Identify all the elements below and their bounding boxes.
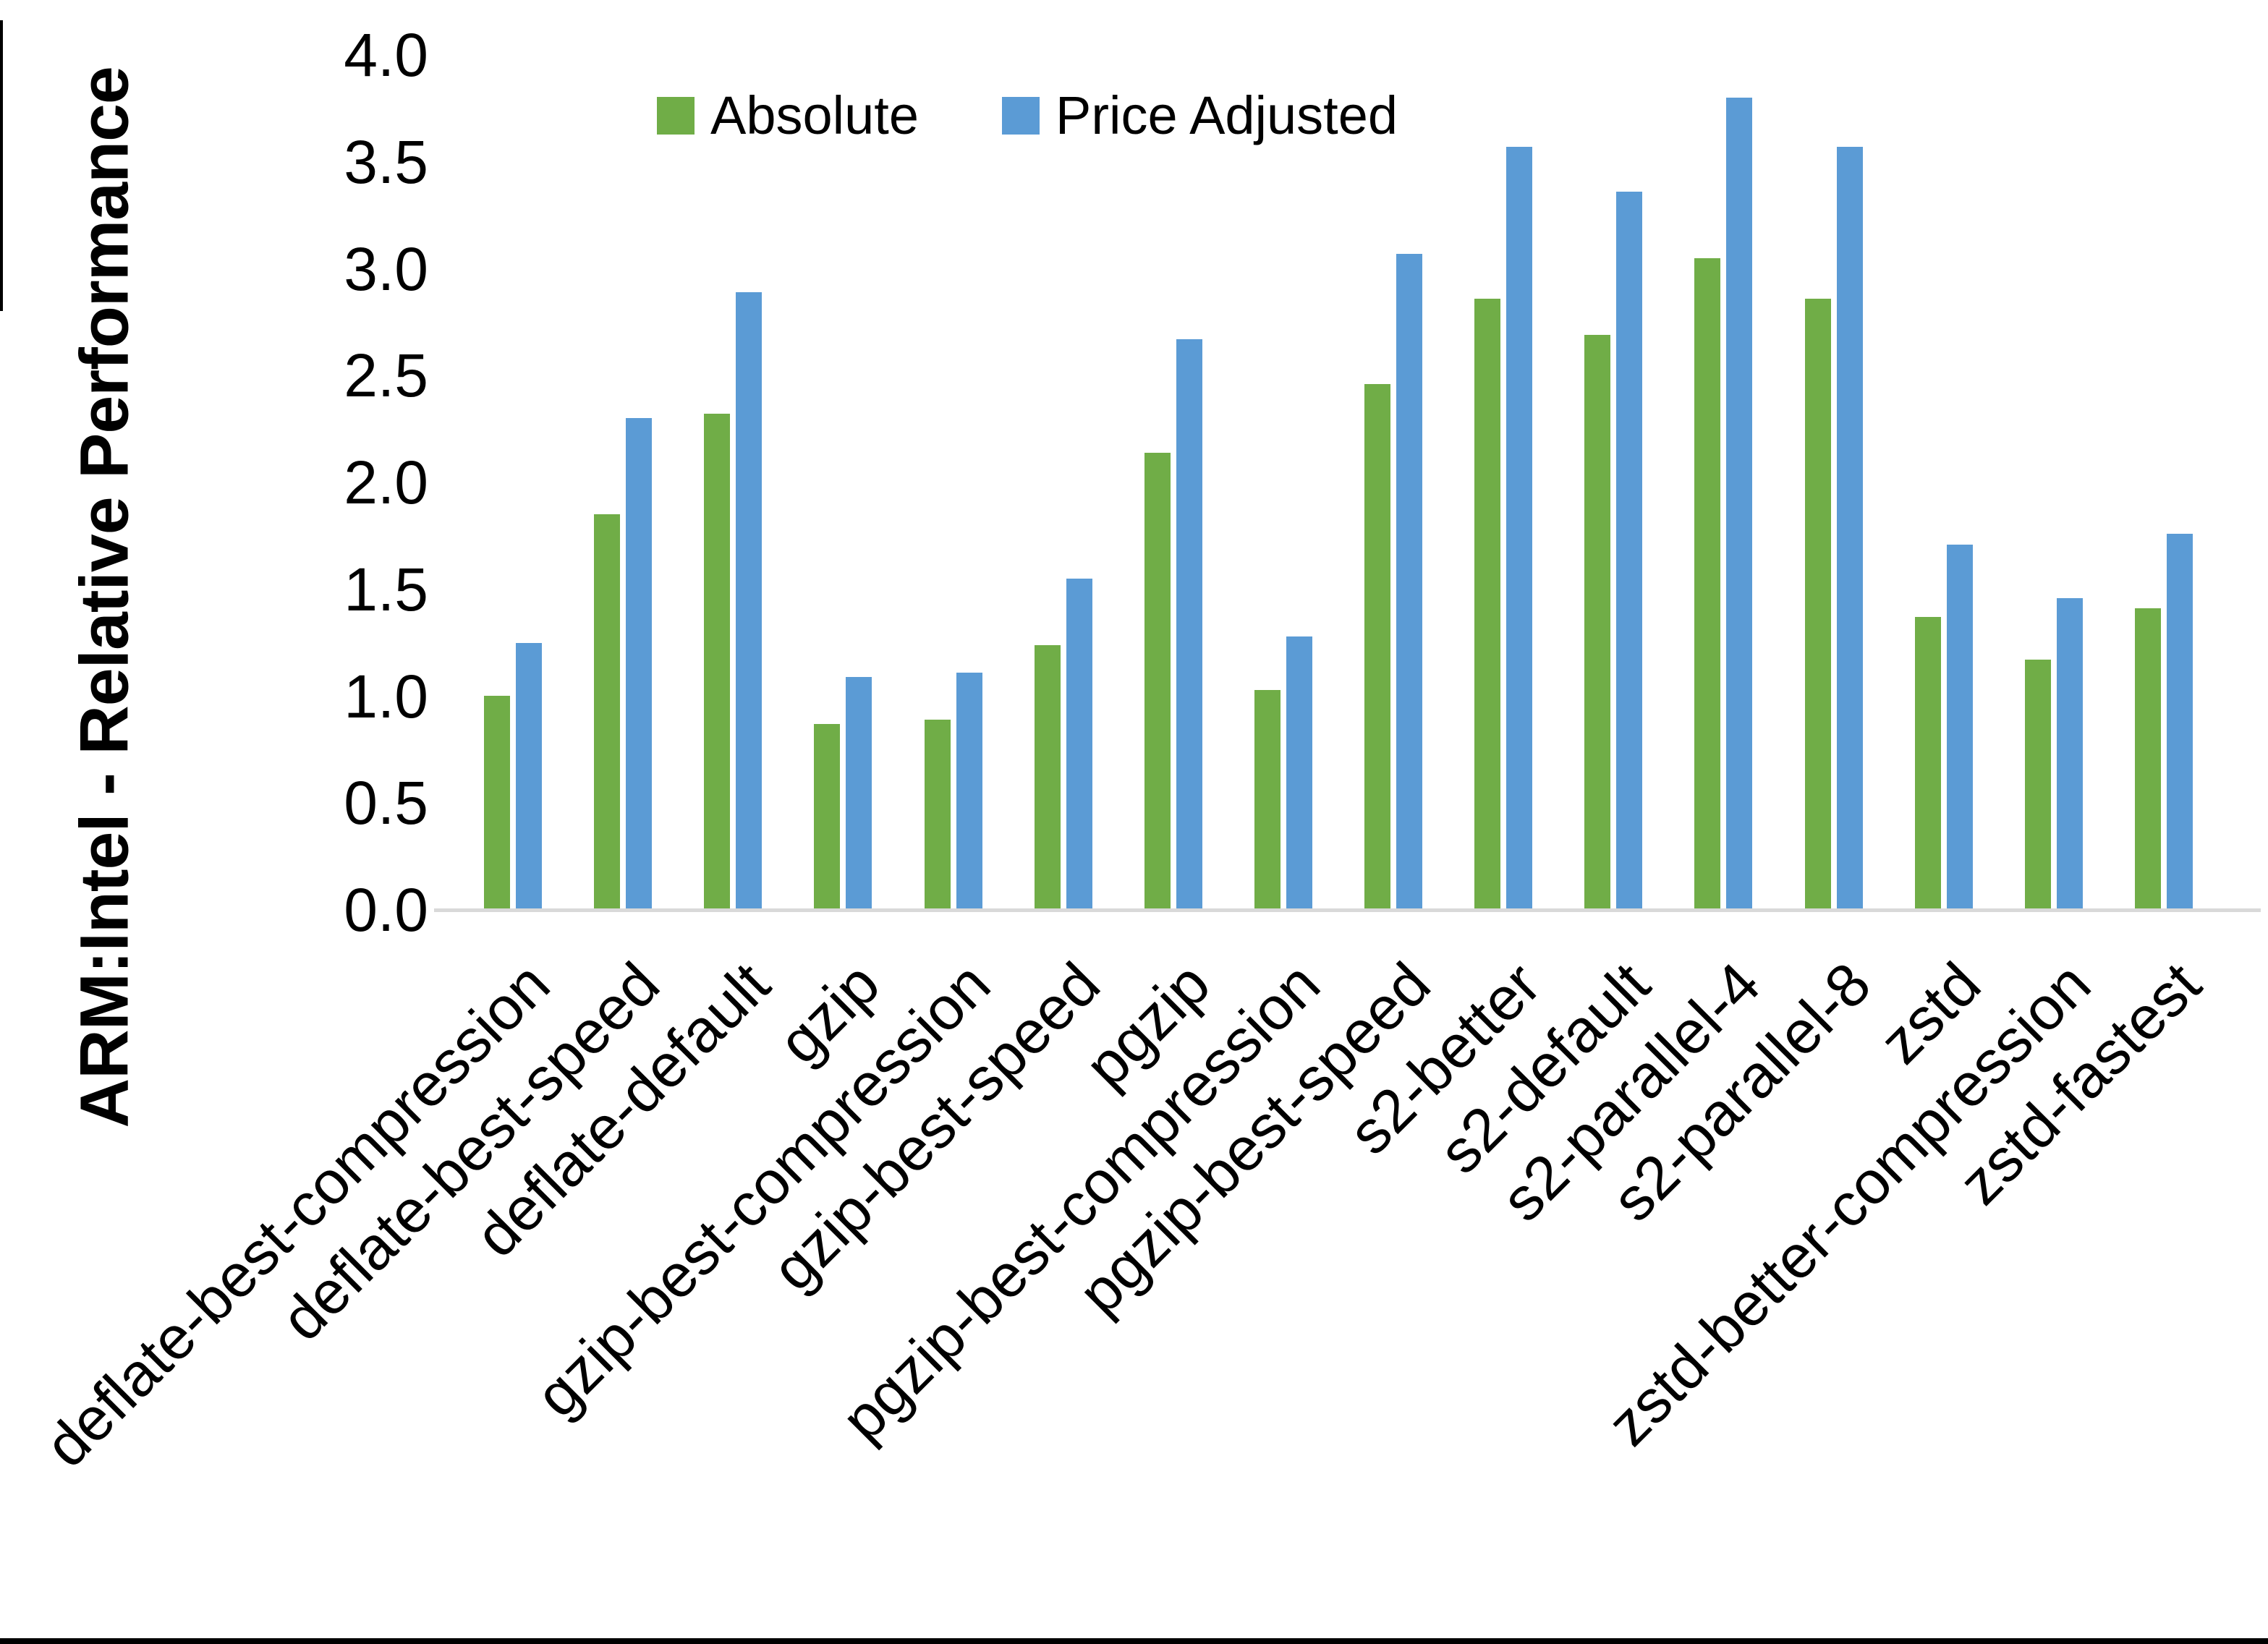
bar-absolute-deflate-best-speed [594,514,620,910]
bar-price-adjusted-deflate-default [736,292,762,910]
bottom-border [0,1638,2268,1644]
bar-price-adjusted-gzip-best-compression [956,673,982,910]
bar-absolute-pgzip-best-speed [1364,384,1390,910]
bar-price-adjusted-gzip [846,677,872,910]
bar-price-adjusted-pgzip-best-speed [1396,254,1422,910]
legend-swatch-absolute-icon [657,97,695,135]
y-tick-label: 3.5 [344,127,428,196]
left-edge-border-mark [0,20,3,311]
x-axis-line [434,908,2261,912]
bar-absolute-s2-parallel-4 [1694,258,1720,910]
y-axis-title: ARM:Intel - Relative Performance [66,67,143,1128]
bar-absolute-gzip-best-compression [925,720,951,910]
legend-label-absolute: Absolute [710,85,919,145]
y-tick-label: 1.0 [344,662,428,731]
bar-price-adjusted-zstd-fastest [2167,534,2193,910]
bar-price-adjusted-pgzip-best-compression [1286,636,1312,910]
bar-absolute-zstd [1915,617,1941,910]
bar-price-adjusted-s2-default [1616,192,1642,910]
bar-absolute-deflate-default [704,414,730,910]
bar-absolute-pgzip [1144,453,1171,910]
bar-price-adjusted-deflate-best-compression [516,643,542,910]
y-tick-label: 2.0 [344,448,428,516]
bar-price-adjusted-deflate-best-speed [626,418,652,910]
bar-price-adjusted-s2-better [1506,147,1532,910]
legend: Absolute Price Adjusted [0,85,2268,145]
legend-swatch-price-adjusted-icon [1002,97,1040,135]
y-tick-label: 0.0 [344,876,428,944]
legend-label-price-adjusted: Price Adjusted [1056,85,1398,145]
y-tick-label: 4.0 [344,21,428,89]
y-tick-label: 3.0 [344,234,428,303]
bar-absolute-gzip-best-speed [1035,645,1061,910]
bar-price-adjusted-s2-parallel-4 [1726,98,1752,910]
legend-item-price-adjusted: Price Adjusted [1002,85,1398,145]
bar-price-adjusted-zstd [1947,545,1973,910]
bar-price-adjusted-s2-parallel-8 [1837,147,1863,910]
bar-absolute-zstd-better-compression [2025,660,2051,910]
bar-price-adjusted-zstd-better-compression [2057,598,2083,910]
bar-absolute-zstd-fastest [2135,608,2161,910]
bar-price-adjusted-gzip-best-speed [1066,579,1092,910]
bar-absolute-s2-better [1474,299,1500,910]
bar-price-adjusted-pgzip [1176,339,1202,910]
bar-absolute-deflate-best-compression [484,696,510,910]
bar-absolute-gzip [814,724,840,910]
bar-absolute-s2-default [1584,335,1610,910]
bar-absolute-s2-parallel-8 [1805,299,1831,910]
legend-item-absolute: Absolute [657,85,919,145]
bar-absolute-pgzip-best-compression [1254,690,1280,910]
y-tick-label: 2.5 [344,341,428,410]
y-tick-label: 0.5 [344,769,428,838]
y-tick-label: 1.5 [344,555,428,623]
